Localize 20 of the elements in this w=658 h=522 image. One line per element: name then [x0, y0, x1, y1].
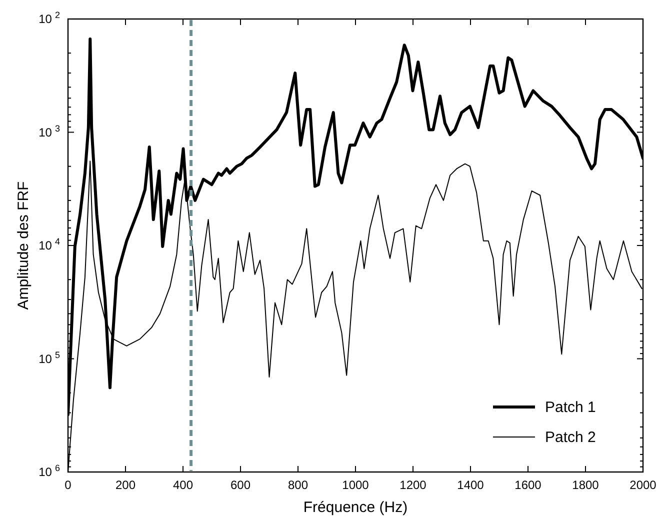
x-tick-label: 0: [64, 478, 72, 492]
x-tick-label: 2000: [630, 478, 657, 492]
y-tick-label: 10$^{5}$: [38, 350, 60, 366]
y-tick-label: 10$^{4}$: [38, 236, 60, 252]
y-tick-label: 10$^{2}$: [38, 10, 60, 26]
x-axis-title: Fréquence (Hz): [303, 499, 408, 516]
x-tick-label: 600: [230, 478, 251, 492]
legend-label: Patch 2: [545, 429, 596, 446]
y-axis-title: Amplitude des FRF: [15, 181, 32, 310]
x-tick-label: 1400: [457, 478, 484, 492]
x-tick-label: 1800: [572, 478, 600, 492]
x-tick-label: 200: [115, 478, 136, 492]
x-tick-label: 400: [172, 478, 194, 492]
legend-label: Patch 1: [545, 399, 596, 416]
x-tick-label: 800: [288, 478, 308, 492]
x-tick-label: 1200: [400, 478, 427, 492]
y-tick-label: 10$^{3}$: [38, 123, 60, 140]
x-tick-label: 1000: [342, 478, 370, 492]
x-tick-label: 1600: [514, 478, 542, 492]
y-tick-label: 10$^{6}$: [38, 463, 60, 479]
